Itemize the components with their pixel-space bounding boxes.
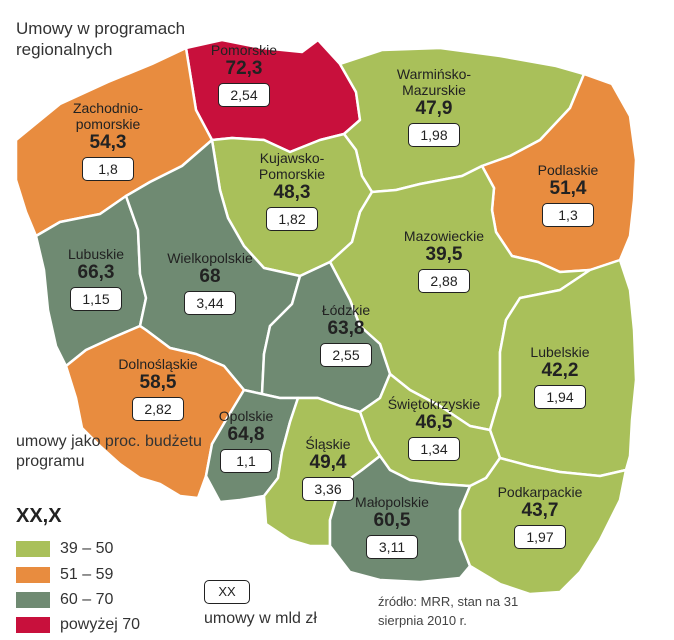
legend-label: 60 – 70 bbox=[60, 591, 114, 608]
region-label-podlaskie: Podlaskie 51,4 1,3 bbox=[498, 162, 638, 227]
region-name: Pomorskie bbox=[210, 42, 278, 58]
region-label-opolskie: Opolskie 64,8 1,1 bbox=[176, 408, 316, 473]
region-name: Małopolskie bbox=[355, 494, 429, 510]
region-label-swietokrzyskie: Świętokrzyskie 46,5 1,34 bbox=[364, 396, 504, 461]
region-contracts-box: 1,97 bbox=[514, 525, 566, 549]
legend-item-39-50: 39 – 50 bbox=[16, 538, 113, 560]
region-label-lubuskie: Lubuskie 66,3 1,15 bbox=[26, 246, 166, 311]
region-name: Warmińsko- Mazurskie bbox=[396, 66, 472, 98]
region-contracts-box: 1,82 bbox=[266, 207, 318, 231]
legend-item-51-59: 51 – 59 bbox=[16, 564, 113, 586]
region-name: Łódzkie bbox=[321, 302, 371, 318]
region-name: Lubelskie bbox=[530, 344, 590, 360]
region-percent: 39,5 bbox=[425, 244, 463, 265]
legend-swatch bbox=[16, 541, 50, 557]
region-label-lodzkie: Łódzkie 63,8 2,55 bbox=[276, 302, 416, 367]
legend-label: 51 – 59 bbox=[60, 566, 114, 583]
region-contracts-box: 2,55 bbox=[320, 343, 372, 367]
region-label-podkarpackie: Podkarpackie 43,7 1,97 bbox=[470, 484, 610, 549]
region-contracts-box: 1,1 bbox=[220, 449, 272, 473]
legend-title: umowy jako proc. budżetu programu bbox=[16, 433, 202, 470]
region-contracts-box: 3,44 bbox=[184, 291, 236, 315]
region-name: Śląskie bbox=[305, 436, 351, 452]
region-label-kujawsko: Kujawsko- Pomorskie 48,3 1,82 bbox=[222, 150, 362, 231]
region-contracts-box: 2,82 bbox=[132, 397, 184, 421]
region-contracts-box: 2,54 bbox=[218, 83, 270, 107]
region-name: Dolnośląskie bbox=[118, 356, 198, 372]
unit-legend-label: umowy w mld zł bbox=[204, 610, 317, 627]
unit-legend-box: XX bbox=[204, 580, 250, 604]
legend-value-placeholder: XX,X bbox=[16, 505, 62, 527]
region-percent: 72,3 bbox=[225, 58, 263, 79]
region-percent: 63,8 bbox=[327, 318, 365, 339]
region-name: Lubuskie bbox=[67, 246, 125, 262]
region-label-zachodniopomorskie: Zachodnio- pomorskie 54,3 1,8 bbox=[38, 100, 178, 181]
region-label-slaskie: Śląskie 49,4 3,36 bbox=[258, 436, 398, 501]
region-label-dolnoslaskie: Dolnośląskie 58,5 2,82 bbox=[88, 356, 228, 421]
region-name: Świętokrzyskie bbox=[387, 396, 481, 412]
region-percent: 47,9 bbox=[415, 98, 453, 119]
legend-item-60-70: 60 – 70 bbox=[16, 589, 113, 611]
region-percent: 60,5 bbox=[373, 510, 411, 531]
region-percent: 48,3 bbox=[273, 182, 311, 203]
legend-swatch bbox=[16, 567, 50, 583]
region-contracts-box: 1,8 bbox=[82, 157, 134, 181]
legend-item-above-70: powyżej 70 bbox=[16, 614, 140, 636]
region-label-malopolskie: Małopolskie 60,5 3,11 bbox=[322, 494, 462, 559]
region-percent: 66,3 bbox=[77, 262, 115, 283]
region-percent: 49,4 bbox=[309, 452, 347, 473]
legend-swatch bbox=[16, 617, 50, 633]
region-name: Opolskie bbox=[218, 408, 274, 424]
region-label-warminsko: Warmińsko- Mazurskie 47,9 1,98 bbox=[364, 66, 504, 147]
region-name: Kujawsko- Pomorskie bbox=[258, 150, 326, 182]
region-label-pomorskie: Pomorskie 72,3 2,54 bbox=[174, 42, 314, 107]
region-contracts-box: 2,88 bbox=[418, 269, 470, 293]
region-label-wielkopolskie: Wielkopolskie 68 3,44 bbox=[140, 250, 280, 315]
region-percent: 68 bbox=[199, 266, 221, 287]
region-contracts-box: 1,3 bbox=[542, 203, 594, 227]
region-percent: 51,4 bbox=[549, 178, 587, 199]
region-malopolskie bbox=[328, 454, 472, 584]
region-percent: 46,5 bbox=[415, 412, 453, 433]
region-label-mazowieckie: Mazowieckie 39,5 2,88 bbox=[374, 228, 514, 293]
region-name: Wielkopolskie bbox=[167, 250, 253, 266]
region-contracts-box: 3,36 bbox=[302, 477, 354, 501]
region-name: Podlaskie bbox=[537, 162, 599, 178]
region-percent: 43,7 bbox=[521, 500, 559, 521]
map-title: Umowy w programach regionalnych bbox=[16, 19, 186, 59]
region-percent: 54,3 bbox=[89, 132, 127, 153]
region-contracts-box: 1,15 bbox=[70, 287, 122, 311]
region-name: Podkarpackie bbox=[497, 484, 583, 500]
region-percent: 42,2 bbox=[541, 360, 579, 381]
region-contracts-box: 1,94 bbox=[534, 385, 586, 409]
source-note: źródło: MRR, stan na 31 sierpnia 2010 r. bbox=[378, 594, 519, 628]
region-percent: 64,8 bbox=[227, 424, 265, 445]
region-contracts-box: 1,98 bbox=[408, 123, 460, 147]
legend-swatch bbox=[16, 592, 50, 608]
region-name: Zachodnio- pomorskie bbox=[72, 100, 144, 132]
region-contracts-box: 3,11 bbox=[366, 535, 418, 559]
region-label-lubelskie: Lubelskie 42,2 1,94 bbox=[490, 344, 630, 409]
region-percent: 58,5 bbox=[139, 372, 177, 393]
region-name: Mazowieckie bbox=[403, 228, 485, 244]
region-contracts-box: 1,34 bbox=[408, 437, 460, 461]
legend-label: powyżej 70 bbox=[60, 616, 141, 633]
legend-label: 39 – 50 bbox=[60, 540, 114, 557]
